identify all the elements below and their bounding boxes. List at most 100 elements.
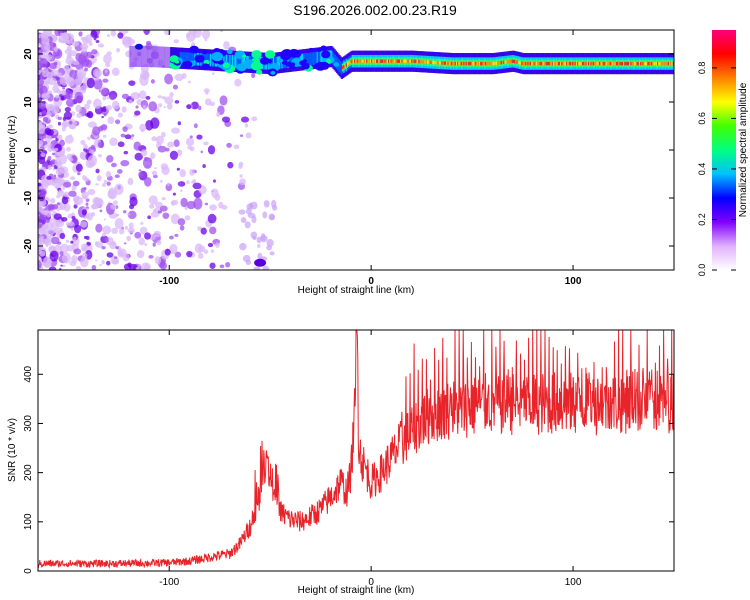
heatmap-cell: [80, 243, 88, 251]
heatmap-cell: [102, 225, 112, 235]
heatmap-cell: [61, 196, 69, 205]
heatmap-cell: [140, 45, 144, 67]
heatmap-cell: [93, 78, 103, 90]
heatmap-cell: [653, 61, 656, 66]
heatmap-cell: [189, 146, 195, 152]
x-tick-label: 0: [368, 577, 374, 588]
heatmap-cell: [472, 61, 476, 66]
heatmap-cell: [69, 69, 77, 79]
heatmap-cell: [126, 235, 131, 242]
heatmap-cell: [469, 61, 472, 66]
heatmap-cell: [247, 212, 256, 219]
heatmap-cell: [351, 59, 354, 63]
heatmap-cell: [508, 60, 511, 64]
heatmap-cell: [550, 61, 553, 66]
heatmap-cell: [460, 61, 463, 66]
heatmap-cell: [259, 57, 270, 65]
heatmap-cell: [375, 59, 379, 63]
heatmap-cell: [65, 56, 74, 65]
heatmap-cell: [509, 59, 512, 64]
heatmap-cell: [93, 98, 102, 109]
heatmap-cell: [106, 51, 112, 56]
heatmap-cell: [538, 61, 541, 66]
heatmap-cell: [272, 205, 278, 211]
heatmap-cell: [38, 47, 41, 50]
heatmap-cell: [183, 52, 186, 65]
heatmap-cell: [150, 152, 156, 160]
heatmap-cell: [346, 62, 350, 66]
heatmap-cell: [110, 204, 117, 210]
heatmap-cell: [135, 267, 140, 270]
heatmap-cell: [183, 60, 193, 68]
heatmap-cell: [99, 209, 103, 213]
heatmap-cell: [50, 218, 54, 222]
heatmap-cell: [648, 61, 651, 66]
heatmap-cell: [231, 55, 235, 68]
heatmap-cell: [133, 45, 136, 67]
heatmap-cell: [546, 61, 549, 66]
heatmap-cell: [169, 235, 174, 240]
heatmap-cell: [95, 223, 103, 233]
heatmap-cell: [400, 59, 403, 63]
heatmap-cell: [198, 252, 204, 259]
heatmap-cell: [632, 61, 636, 66]
heatmap-cell: [510, 59, 513, 64]
heatmap-cell: [148, 101, 158, 112]
heatmap-cell: [174, 233, 179, 237]
heatmap-cell: [348, 61, 351, 65]
heatmap-cell: [384, 59, 387, 63]
heatmap-cell: [169, 91, 174, 98]
heatmap-cell: [438, 61, 442, 65]
heatmap-cell: [672, 61, 674, 66]
heatmap-cell: [88, 121, 97, 128]
heatmap-cell: [105, 105, 112, 111]
heatmap-cell: [578, 61, 581, 66]
heatmap-cell: [41, 92, 51, 100]
heatmap-cell: [441, 61, 444, 65]
heatmap-cell: [201, 30, 211, 40]
heatmap-cell: [62, 87, 66, 90]
heatmap-cell: [489, 61, 493, 66]
heatmap-cell: [139, 123, 147, 132]
heatmap-cell: [311, 52, 314, 65]
heatmap-cell: [134, 45, 138, 67]
heatmap-cell: [658, 61, 661, 66]
heatmap-cell: [522, 61, 525, 66]
heatmap-cell: [200, 227, 207, 235]
heatmap-cell: [432, 60, 436, 65]
heatmap-cell: [352, 59, 356, 63]
heatmap-cell: [54, 147, 59, 152]
heatmap-cell: [147, 45, 150, 67]
heatmap-cell: [414, 59, 417, 64]
heatmap-cell: [554, 61, 557, 66]
heatmap-cell: [383, 59, 386, 63]
heatmap-cell: [485, 61, 488, 66]
heatmap-cell: [59, 267, 62, 270]
heatmap-cell: [359, 59, 362, 63]
heatmap-cell: [48, 228, 51, 232]
heatmap-cell: [128, 222, 134, 230]
heatmap-cell: [319, 61, 330, 70]
heatmap-cell: [514, 59, 517, 64]
heatmap-cell: [478, 61, 482, 66]
heatmap-cell: [221, 204, 228, 210]
heatmap-cell: [98, 43, 105, 48]
heatmap-cell: [193, 52, 196, 66]
heatmap-cell: [223, 40, 230, 50]
heatmap-cell: [277, 56, 281, 69]
heatmap-cell: [557, 61, 560, 66]
heatmap-cell: [150, 211, 160, 218]
heatmap-cell: [80, 151, 84, 157]
heatmap-cell: [69, 176, 76, 181]
heatmap-cell: [132, 45, 135, 67]
heatmap-cell: [49, 198, 56, 204]
heatmap-cell: [68, 190, 77, 197]
heatmap-cell: [583, 61, 586, 66]
heatmap-cell: [665, 61, 668, 66]
heatmap-cell: [566, 61, 569, 66]
heatmap-cell: [585, 61, 588, 66]
heatmap-cell: [59, 251, 64, 257]
heatmap-cell: [409, 59, 413, 63]
heatmap-cell: [666, 61, 669, 66]
